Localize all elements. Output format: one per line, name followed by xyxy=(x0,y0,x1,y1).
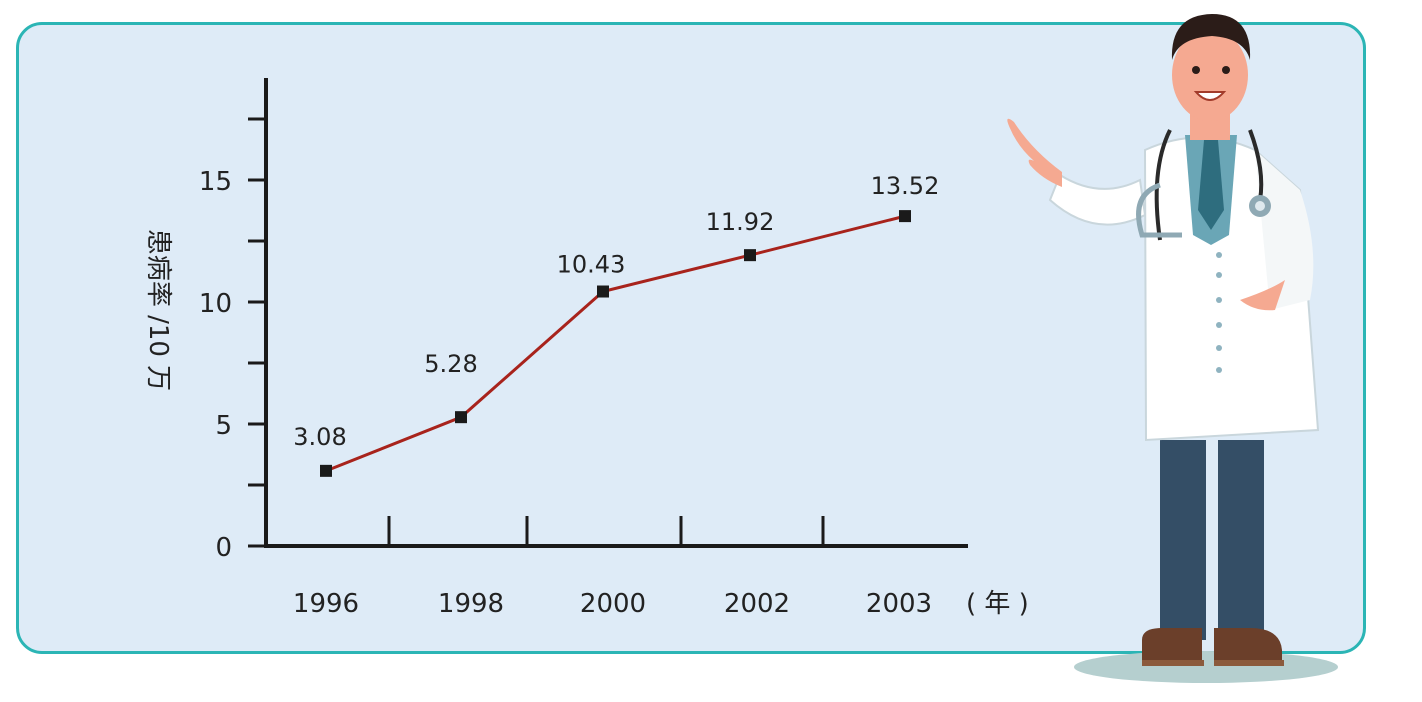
x-tick-label: 1996 xyxy=(293,589,359,619)
y-tick-label: 10 xyxy=(199,289,232,319)
y-axis-title: 患病率 /10 万 xyxy=(143,229,173,391)
y-ticks: 0 5 10 15 xyxy=(199,117,266,563)
x-tick-label: 1998 xyxy=(438,589,504,619)
data-point-marker xyxy=(597,285,609,298)
data-labels: 3.08 5.28 10.43 11.92 13.52 xyxy=(293,172,939,451)
y-tick-label: 0 xyxy=(215,533,232,563)
y-axis-label: 患病率 /10 万 xyxy=(143,229,173,391)
data-label: 11.92 xyxy=(706,208,775,236)
y-tick-label: 15 xyxy=(199,167,232,197)
chart-panel xyxy=(16,22,1366,654)
x-tick-label: 2000 xyxy=(580,589,646,619)
doctor-illustration-icon xyxy=(1007,14,1338,683)
data-label: 13.52 xyxy=(871,172,940,200)
data-label: 3.08 xyxy=(293,423,346,451)
y-tick-label: 5 xyxy=(215,411,232,441)
x-tick-label: 2002 xyxy=(724,589,790,619)
x-axis-unit: ( 年 ) xyxy=(966,589,1029,619)
chart-axes xyxy=(264,78,968,548)
data-point-marker xyxy=(320,464,332,477)
data-point-marker xyxy=(899,210,911,223)
data-label: 5.28 xyxy=(424,350,477,378)
data-point-marker xyxy=(455,411,467,424)
data-point-marker xyxy=(744,249,756,262)
x-tick-label: 2003 xyxy=(866,589,932,619)
markers xyxy=(320,210,911,477)
data-label: 10.43 xyxy=(557,251,626,279)
x-ticks: 1996 1998 2000 2002 2003 xyxy=(293,516,932,619)
